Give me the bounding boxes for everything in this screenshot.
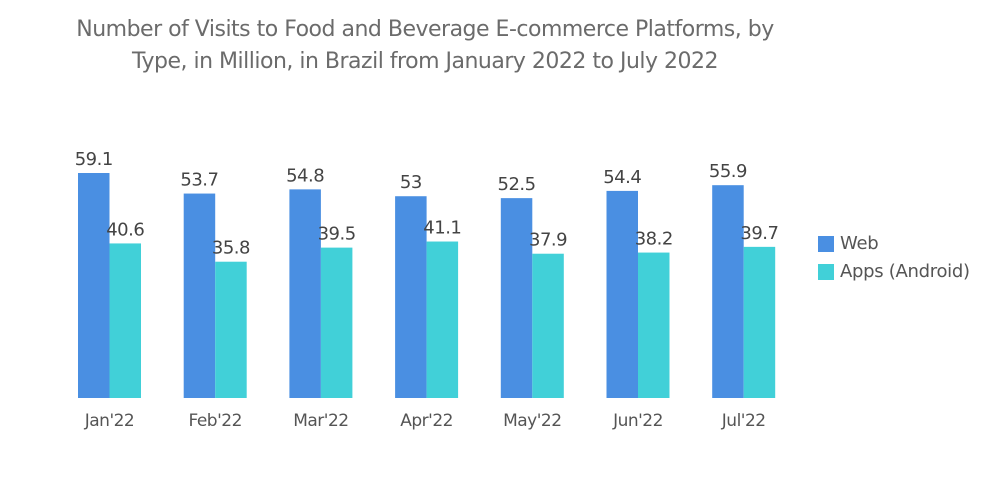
- chart-title: Number of Visits to Food and Beverage E-…: [0, 14, 850, 78]
- data-label-web-1: 53.7: [180, 170, 218, 191]
- data-label-apps-4: 37.9: [529, 230, 567, 251]
- x-tick-label-0: Jan'22: [84, 411, 135, 431]
- data-label-web-6: 55.9: [709, 161, 747, 182]
- data-label-web-2: 54.8: [286, 165, 324, 186]
- chart-title-line-2: Type, in Million, in Brazil from January…: [131, 49, 719, 74]
- bar-apps-5: [638, 252, 670, 398]
- legend-swatch-web: [818, 235, 834, 252]
- data-label-apps-2: 39.5: [318, 224, 356, 245]
- data-label-apps-1: 35.8: [212, 238, 250, 259]
- data-label-apps-6: 39.7: [740, 223, 778, 244]
- bar-apps-1: [215, 261, 247, 398]
- x-tick-label-1: Feb'22: [188, 411, 241, 431]
- bar-web-3: [395, 196, 427, 398]
- legend-item-web: Web: [818, 233, 879, 254]
- x-tick-label-2: Mar'22: [293, 411, 348, 431]
- bar-web-5: [606, 190, 638, 398]
- data-label-apps-5: 38.2: [635, 229, 673, 250]
- legend-swatch-apps: [818, 263, 834, 280]
- x-tick-label-6: Jul'22: [721, 411, 766, 431]
- bar-apps-6: [743, 246, 776, 398]
- data-label-apps-0: 40.6: [106, 219, 144, 240]
- legend-item-apps: Apps (Android): [818, 261, 970, 282]
- bar-web-4: [500, 198, 533, 398]
- bar-web-6: [712, 185, 744, 398]
- data-label-web-5: 54.4: [603, 167, 641, 188]
- data-label-web-0: 59.1: [75, 149, 113, 170]
- x-tick-label-3: Apr'22: [400, 411, 453, 431]
- bar-apps-0: [109, 243, 141, 398]
- bar-web-2: [289, 189, 321, 398]
- bar-apps-2: [320, 247, 353, 398]
- bar-apps-3: [426, 241, 459, 398]
- x-tick-label-5: Jun'22: [612, 411, 663, 431]
- legend-label-web: Web: [840, 233, 879, 254]
- legend-label-apps: Apps (Android): [840, 261, 970, 282]
- bar-web-0: [78, 173, 110, 398]
- bar-apps-4: [532, 253, 564, 398]
- x-tick-label-4: May'22: [503, 411, 561, 431]
- data-label-web-4: 52.5: [498, 174, 536, 195]
- data-label-web-3: 53: [400, 172, 422, 193]
- bar-web-1: [183, 193, 216, 398]
- chart-title-line-1: Number of Visits to Food and Beverage E-…: [76, 17, 774, 42]
- data-label-apps-3: 41.1: [423, 218, 461, 239]
